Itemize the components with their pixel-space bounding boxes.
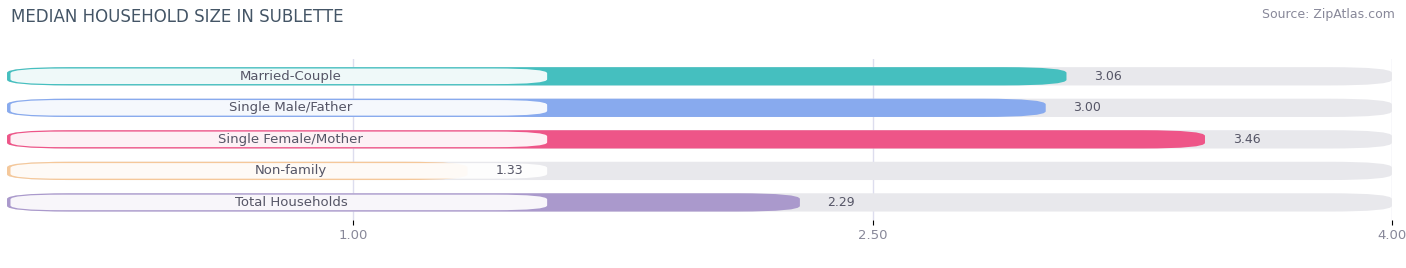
FancyBboxPatch shape bbox=[7, 67, 1392, 85]
FancyBboxPatch shape bbox=[10, 163, 547, 179]
Text: Source: ZipAtlas.com: Source: ZipAtlas.com bbox=[1261, 8, 1395, 21]
FancyBboxPatch shape bbox=[7, 162, 468, 180]
Text: Single Male/Father: Single Male/Father bbox=[229, 101, 353, 114]
FancyBboxPatch shape bbox=[10, 132, 547, 147]
FancyBboxPatch shape bbox=[10, 195, 547, 210]
Text: 3.00: 3.00 bbox=[1073, 101, 1101, 114]
FancyBboxPatch shape bbox=[7, 130, 1205, 148]
Text: MEDIAN HOUSEHOLD SIZE IN SUBLETTE: MEDIAN HOUSEHOLD SIZE IN SUBLETTE bbox=[11, 8, 343, 26]
FancyBboxPatch shape bbox=[7, 67, 1067, 85]
Text: 2.29: 2.29 bbox=[828, 196, 855, 209]
FancyBboxPatch shape bbox=[7, 130, 1392, 148]
Text: 3.06: 3.06 bbox=[1094, 70, 1122, 83]
FancyBboxPatch shape bbox=[10, 100, 547, 116]
Text: Married-Couple: Married-Couple bbox=[240, 70, 342, 83]
Text: Total Households: Total Households bbox=[235, 196, 347, 209]
FancyBboxPatch shape bbox=[7, 99, 1046, 117]
Text: 3.46: 3.46 bbox=[1233, 133, 1260, 146]
Text: Non-family: Non-family bbox=[254, 164, 328, 177]
FancyBboxPatch shape bbox=[7, 162, 1392, 180]
FancyBboxPatch shape bbox=[7, 193, 1392, 211]
Text: Single Female/Mother: Single Female/Mother bbox=[218, 133, 363, 146]
Text: 1.33: 1.33 bbox=[495, 164, 523, 177]
FancyBboxPatch shape bbox=[7, 193, 800, 211]
FancyBboxPatch shape bbox=[10, 69, 547, 84]
FancyBboxPatch shape bbox=[7, 99, 1392, 117]
